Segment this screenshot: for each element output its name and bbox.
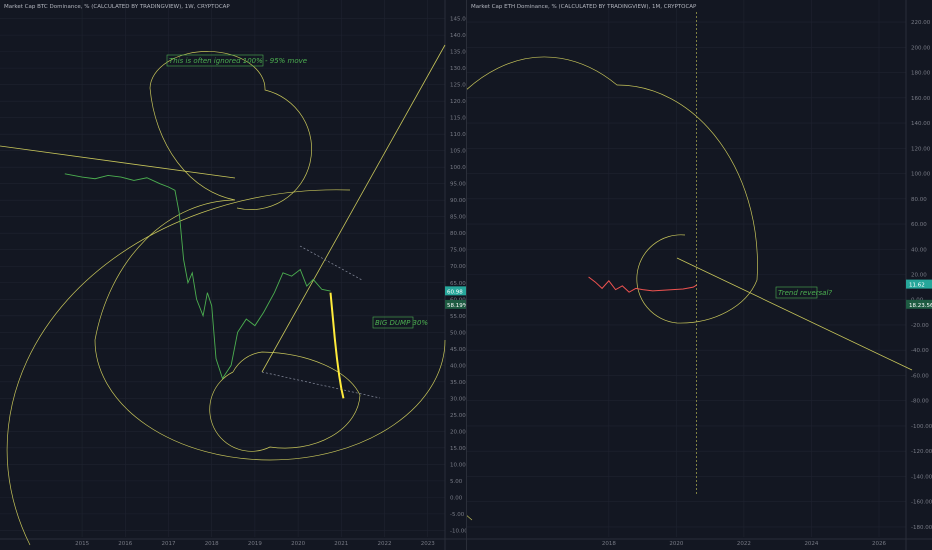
y-tick-label: 40.00: [450, 363, 466, 369]
y-tick-label: 125.00: [450, 83, 466, 89]
descending-trendline: [0, 145, 236, 179]
y-tick-label: 220.00: [911, 20, 931, 26]
annotation-text: Trend reversal?: [778, 289, 832, 297]
eth-dominance-chart[interactable]: 220.00 200.00 180.00 160.00 140.00 120.00 100.…: [467, 0, 932, 550]
y-tick-label: 40.00: [911, 247, 927, 253]
y-tick-label: 85.00: [450, 215, 466, 221]
price-label-badge: [445, 299, 466, 309]
descending-trendline: [676, 257, 913, 371]
x-tick-label: 2022: [378, 541, 392, 547]
eth-dominance-line: [588, 276, 697, 293]
y-tick-label: 15.00: [450, 446, 466, 452]
y-tick-label: 10.00: [450, 462, 466, 468]
y-tick-label: -60.00: [911, 373, 929, 379]
btc-dominance-line: [64, 173, 331, 380]
y-tick-label: 160.00: [911, 96, 931, 102]
price-label-text: 18.23.56: [909, 303, 932, 309]
price-label-text: 58.19%: [447, 303, 466, 309]
price-label-text: 11.62: [909, 283, 925, 289]
outer-arc: [6, 189, 351, 546]
eth-chart-title: Market Cap ETH Dominance, % (CALCULATED …: [471, 4, 697, 10]
x-tick-label: 2020: [291, 541, 305, 547]
annotation-text: BIG DUMP 30%: [375, 319, 428, 327]
ascending-trendline: [261, 44, 446, 373]
y-tick-label: 200.00: [911, 45, 931, 51]
y-tick-label: -5.00: [450, 512, 465, 518]
x-tick-label: 2022: [737, 541, 751, 547]
y-tick-label: 180.00: [911, 71, 931, 77]
fibonacci-spiral-small: [209, 351, 361, 452]
y-tick-label: 120.00: [911, 146, 931, 152]
y-tick-label: 35.00: [450, 380, 466, 386]
y-tick-label: 75.00: [450, 248, 466, 254]
price-label-badge: [906, 299, 932, 309]
projected-dump-line: [329, 292, 345, 399]
x-tick-label: 2018: [602, 541, 616, 547]
annotation-box: [372, 316, 414, 329]
y-tick-label: -140.00: [911, 474, 932, 480]
y-tick-label: 20.00: [911, 273, 927, 279]
price-label-text: 60.98: [447, 289, 463, 295]
annotation-text: This is often ignored 100% - 95% move: [169, 57, 307, 65]
x-tick-label: 2023: [421, 541, 435, 547]
y-tick-label: 95.00: [450, 182, 466, 188]
x-tick-label: 2024: [804, 541, 818, 547]
y-tick-label: 115.00: [450, 116, 466, 122]
eth-dominance-chart-panel[interactable]: 220.00 200.00 180.00 160.00 140.00 120.00 100.…: [466, 0, 932, 550]
y-tick-label: 140.00: [911, 121, 931, 127]
y-tick-label: 60.00: [911, 222, 927, 228]
x-tick-label: 2017: [161, 541, 175, 547]
y-tick-label: 65.00: [450, 281, 466, 287]
y-tick-label: 100.00: [450, 165, 466, 171]
x-tick-label: 2016: [118, 541, 132, 547]
y-tick-label: 110.00: [450, 132, 466, 138]
y-tick-label: 5.00: [450, 479, 463, 485]
y-tick-label: 45.00: [450, 347, 466, 353]
fibonacci-spiral: [467, 56, 758, 521]
price-label-badge: [906, 279, 932, 289]
fibonacci-spiral-large: [94, 51, 446, 461]
y-tick-label: 130.00: [450, 66, 466, 72]
y-tick-label: -40.00: [911, 348, 929, 354]
y-tick-label: 140.00: [450, 33, 466, 39]
y-tick-label: 20.00: [450, 429, 466, 435]
y-tick-label: -80.00: [911, 399, 929, 405]
y-tick-label: 0.00: [450, 495, 463, 501]
dotted-resistance-line: [299, 245, 363, 281]
annotation-box: [775, 286, 818, 299]
btc-chart-title: Market Cap BTC Dominance, % (CALCULATED …: [4, 4, 230, 10]
y-tick-label: 135.00: [450, 50, 466, 56]
x-tick-label: 2018: [205, 541, 219, 547]
btc-dominance-chart-panel[interactable]: 145.00 140.00 135.00 130.00 125.00 120.00 115.…: [0, 0, 466, 550]
btc-dominance-chart[interactable]: 145.00 140.00 135.00 130.00 125.00 120.00 115.…: [0, 0, 466, 550]
dotted-support-line: [261, 371, 381, 399]
x-tick-label: 2019: [248, 541, 262, 547]
y-tick-label: 55.00: [450, 314, 466, 320]
y-tick-label: -160.00: [911, 500, 932, 506]
y-tick-label: 105.00: [450, 149, 466, 155]
x-tick-label: 2026: [872, 541, 886, 547]
y-tick-label: -120.00: [911, 449, 932, 455]
price-label-badge: [445, 286, 466, 296]
x-tick-label: 2021: [334, 541, 348, 547]
y-tick-label: 145.00: [450, 17, 466, 23]
y-tick-label: -180.00: [911, 525, 932, 531]
y-tick-label: 80.00: [911, 197, 927, 203]
y-tick-label: 120.00: [450, 99, 466, 105]
y-tick-label: 100.00: [911, 172, 931, 178]
y-tick-label: 30.00: [450, 396, 466, 402]
y-tick-label: 70.00: [450, 264, 466, 270]
y-tick-label: -100.00: [911, 424, 932, 430]
y-tick-label: 50.00: [450, 330, 466, 336]
x-tick-label: 2020: [669, 541, 683, 547]
y-tick-label: -20.00: [911, 323, 929, 329]
y-tick-label: 90.00: [450, 198, 466, 204]
y-tick-label: -10.00: [450, 528, 466, 534]
y-tick-label: 25.00: [450, 413, 466, 419]
y-tick-label: 80.00: [450, 231, 466, 237]
x-tick-label: 2015: [75, 541, 89, 547]
annotation-box: [166, 54, 264, 67]
